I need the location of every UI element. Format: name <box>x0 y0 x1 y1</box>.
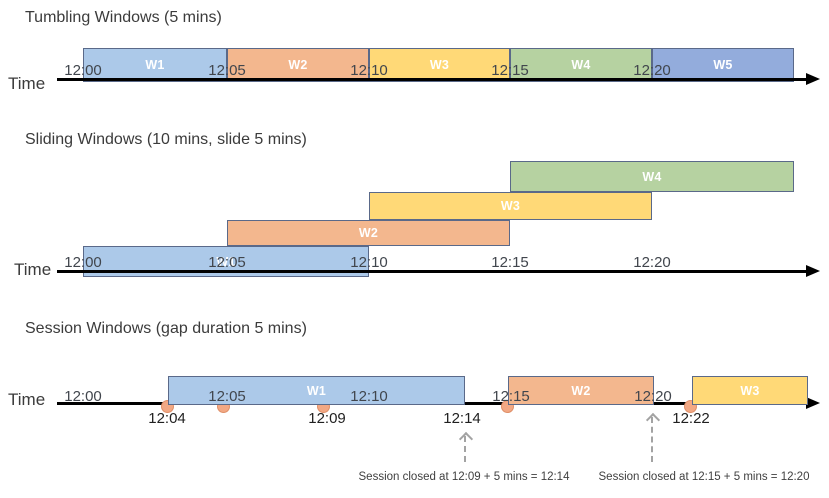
tumbling-tick-1200: 12:00 <box>64 62 102 79</box>
tumbling-time-axis <box>57 78 806 81</box>
session-tick-1210: 12:10 <box>350 388 388 405</box>
sliding-section-title: Sliding Windows (10 mins, slide 5 mins) <box>25 131 307 148</box>
window-label: W2 <box>288 58 308 72</box>
session-axis-arrow-icon <box>806 397 820 409</box>
sliding-tick-1220: 12:20 <box>633 254 671 271</box>
tumbling-window-w1: W1 <box>83 48 227 82</box>
session-tick-1215: 12:15 <box>492 388 530 405</box>
tumbling-tick-1205: 12:05 <box>208 62 246 79</box>
session-window-w1: W1 <box>168 376 465 405</box>
session-close-note-1: Session closed at 12:09 + 5 mins = 12:14 <box>358 471 570 483</box>
event-label-1222: 12:22 <box>672 410 710 427</box>
event-label-1209: 12:09 <box>308 410 346 427</box>
sliding-time-label: Time <box>14 260 52 279</box>
sliding-axis-arrow-icon <box>806 265 820 277</box>
window-label: W3 <box>429 58 450 72</box>
window-label: W2 <box>571 383 591 398</box>
tumbling-section-title: Tumbling Windows (5 mins) <box>25 9 222 26</box>
session-close-arrow-2-icon <box>645 412 661 462</box>
tumbling-window-w5: W5 <box>652 48 794 82</box>
session-tick-1205: 12:05 <box>208 388 246 405</box>
window-label: W3 <box>500 199 521 213</box>
session-tick-1220: 12:20 <box>634 388 672 405</box>
sliding-window-w3: W3 <box>369 192 652 220</box>
arrow-up-chevron-icon <box>645 412 661 428</box>
event-label-1204: 12:04 <box>148 410 186 427</box>
window-label: W4 <box>571 58 591 72</box>
window-label: W1 <box>145 58 165 72</box>
session-window-w2: W2 <box>508 376 654 405</box>
sliding-time-axis <box>57 270 806 273</box>
session-close-arrow-1-icon <box>458 431 474 462</box>
tumbling-tick-1215: 12:15 <box>491 62 529 79</box>
tumbling-window-w2: W2 <box>227 48 369 82</box>
tumbling-window-w4: W4 <box>510 48 652 82</box>
tumbling-tick-1220: 12:20 <box>633 62 671 79</box>
sliding-tick-1205: 12:05 <box>208 254 246 271</box>
window-label: W3 <box>740 383 760 398</box>
session-close-note-2: Session closed at 12:15 + 5 mins = 12:20 <box>598 471 810 483</box>
window-label: W1 <box>216 254 236 269</box>
window-label: W5 <box>713 58 733 72</box>
session-section-title: Session Windows (gap duration 5 mins) <box>25 320 307 337</box>
sliding-tick-1215: 12:15 <box>491 254 529 271</box>
event-label-1214: 12:14 <box>443 410 481 427</box>
sliding-window-w4: W4 <box>510 161 794 192</box>
window-label: W4 <box>642 169 662 184</box>
window-label: W2 <box>358 226 379 240</box>
tumbling-axis-arrow-icon <box>806 73 820 85</box>
tumbling-tick-1210: 12:10 <box>350 62 388 79</box>
sliding-tick-1210: 12:10 <box>350 254 388 271</box>
sliding-tick-1200: 12:00 <box>64 254 102 271</box>
tumbling-window-w3: W3 <box>369 48 510 82</box>
window-label: W1 <box>306 383 327 398</box>
session-window-w3: W3 <box>692 376 808 405</box>
session-tick-1200: 12:00 <box>64 388 102 405</box>
arrow-up-chevron-icon <box>458 431 474 447</box>
sliding-window-w2: W2 <box>227 220 510 246</box>
session-time-label: Time <box>8 390 46 409</box>
tumbling-time-label: Time <box>8 74 46 93</box>
